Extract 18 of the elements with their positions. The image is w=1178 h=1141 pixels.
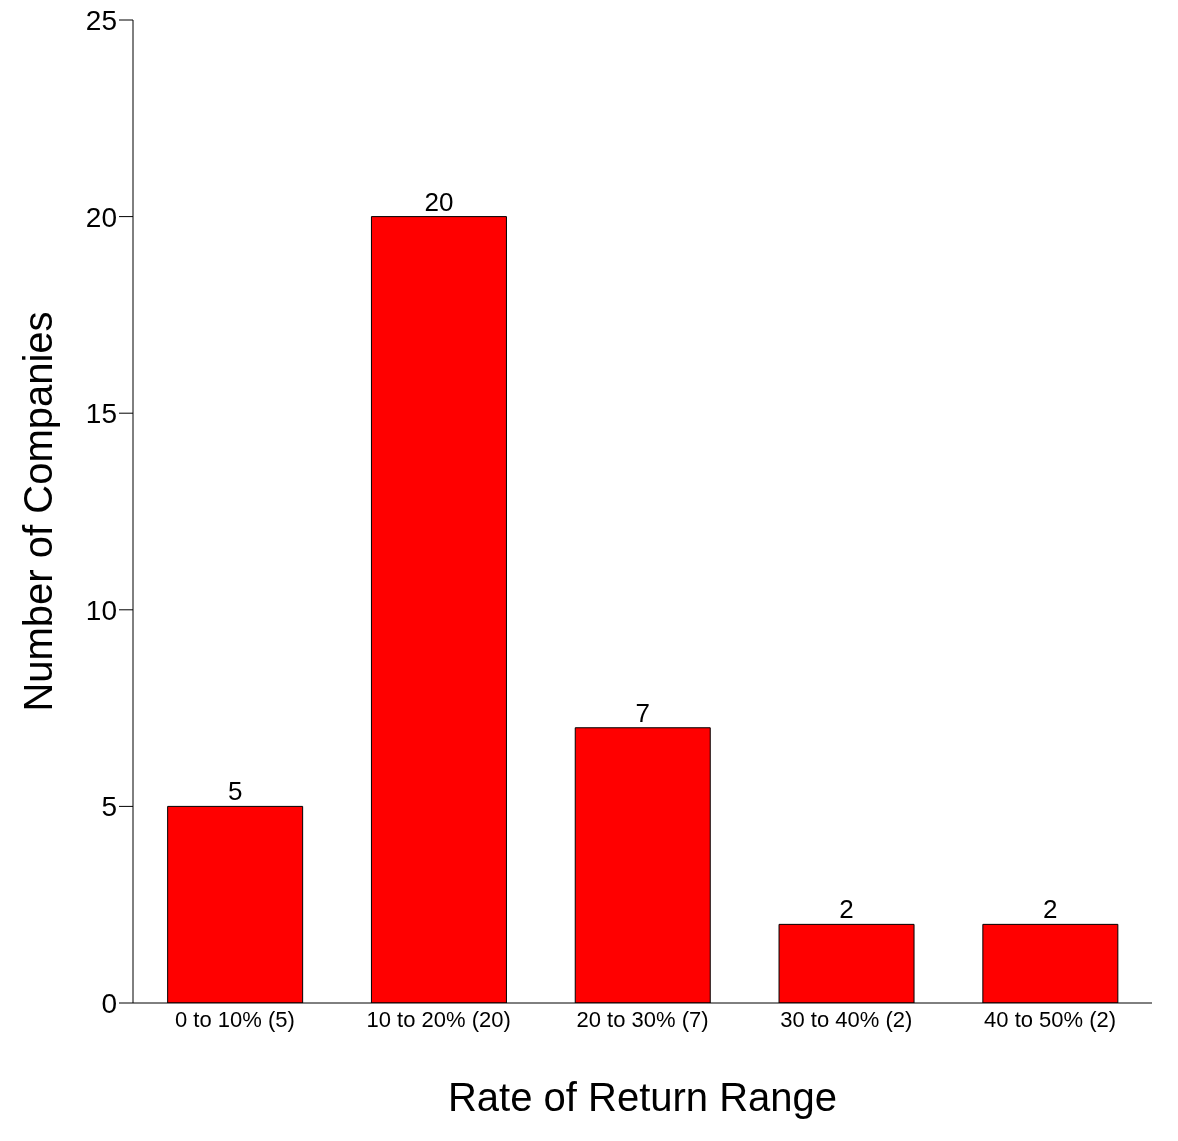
data-label: 2 xyxy=(1043,894,1058,925)
x-tick-label: 40 to 50% (2) xyxy=(984,1006,1117,1032)
y-tick-label: 0 xyxy=(101,987,117,1019)
y-tick-label: 15 xyxy=(85,398,117,430)
data-label: 20 xyxy=(424,186,454,217)
y-tick-label: 20 xyxy=(85,201,117,233)
x-axis-title: Rate of Return Range xyxy=(447,1075,838,1120)
y-tick-label: 25 xyxy=(85,4,117,36)
y-axis-title: Number of Companies xyxy=(16,311,61,712)
data-label: 5 xyxy=(227,776,243,807)
y-tick-label: 5 xyxy=(101,791,117,823)
x-tick-label: 20 to 30% (7) xyxy=(576,1006,709,1032)
y-tick-label: 10 xyxy=(85,594,117,626)
data-label: 2 xyxy=(839,894,854,925)
x-tick-label: 10 to 20% (20) xyxy=(366,1006,511,1032)
data-label: 7 xyxy=(635,697,650,728)
x-tick-label: 0 to 10% (5) xyxy=(174,1006,295,1032)
x-tick-label: 30 to 40% (2) xyxy=(780,1006,913,1032)
